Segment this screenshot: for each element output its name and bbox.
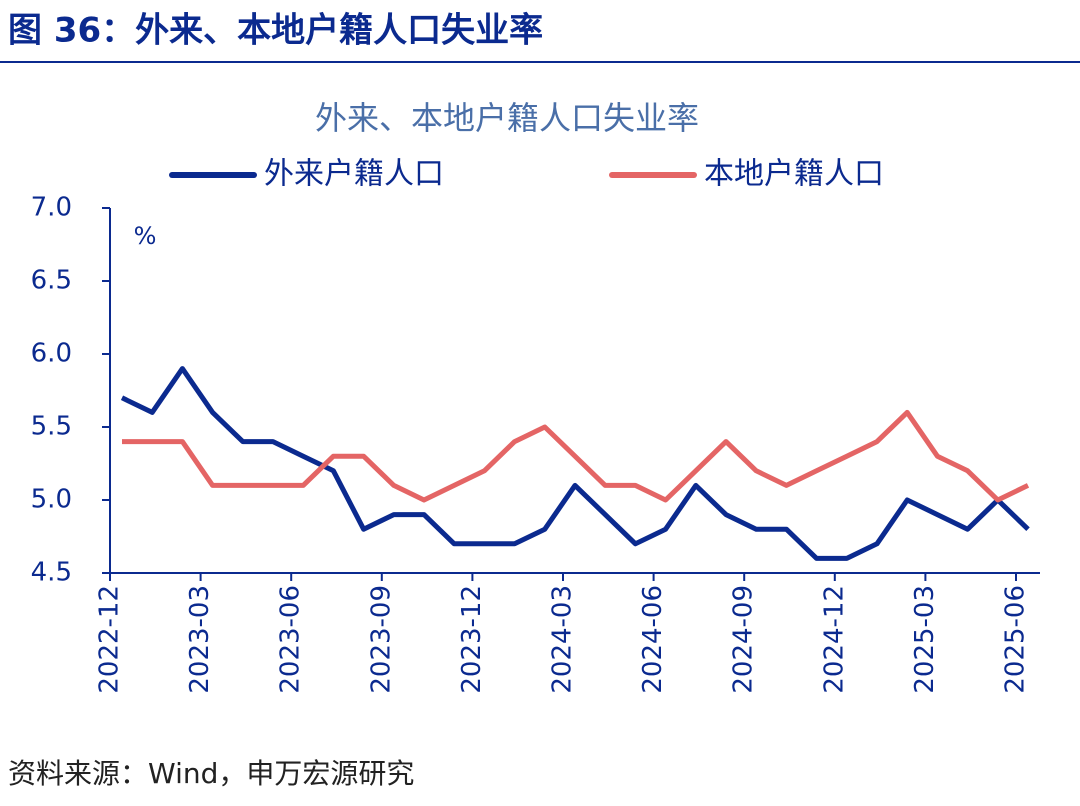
x-tick-label: 2023-03	[185, 585, 215, 694]
x-tick-label: 2024-06	[638, 585, 668, 694]
series-line	[122, 409, 1030, 503]
y-tick-label: 6.5	[31, 266, 72, 296]
x-tick-label: 2023-09	[366, 585, 396, 694]
series-line	[120, 366, 1030, 561]
x-tick-label: 2024-12	[819, 585, 849, 694]
header-title: 图 36：外来、本地户籍人口失业率	[8, 11, 543, 51]
y-tick-label: 7.0	[31, 193, 72, 223]
y-tick-label: 6.0	[31, 339, 72, 369]
y-tick-label: 4.5	[31, 558, 72, 588]
x-tick-label: 2023-12	[457, 585, 487, 694]
x-tick-label: 2022-12	[95, 585, 125, 694]
y-unit: %	[134, 222, 157, 250]
x-tick-label: 2024-09	[729, 585, 759, 694]
source: 资料来源：Wind，申万宏源研究	[8, 757, 414, 790]
legend-label: 本地户籍人口	[704, 157, 884, 192]
y-tick-label: 5.5	[31, 412, 72, 442]
chart-title: 外来、本地户籍人口失业率	[315, 99, 699, 137]
x-tick-label: 2025-06	[1001, 585, 1031, 694]
x-tick-label: 2024-03	[548, 585, 578, 694]
legend-label: 外来户籍人口	[264, 157, 444, 192]
x-tick-label: 2025-03	[910, 585, 940, 694]
x-tick-label: 2023-06	[276, 585, 306, 694]
y-tick-label: 5.0	[31, 485, 72, 515]
